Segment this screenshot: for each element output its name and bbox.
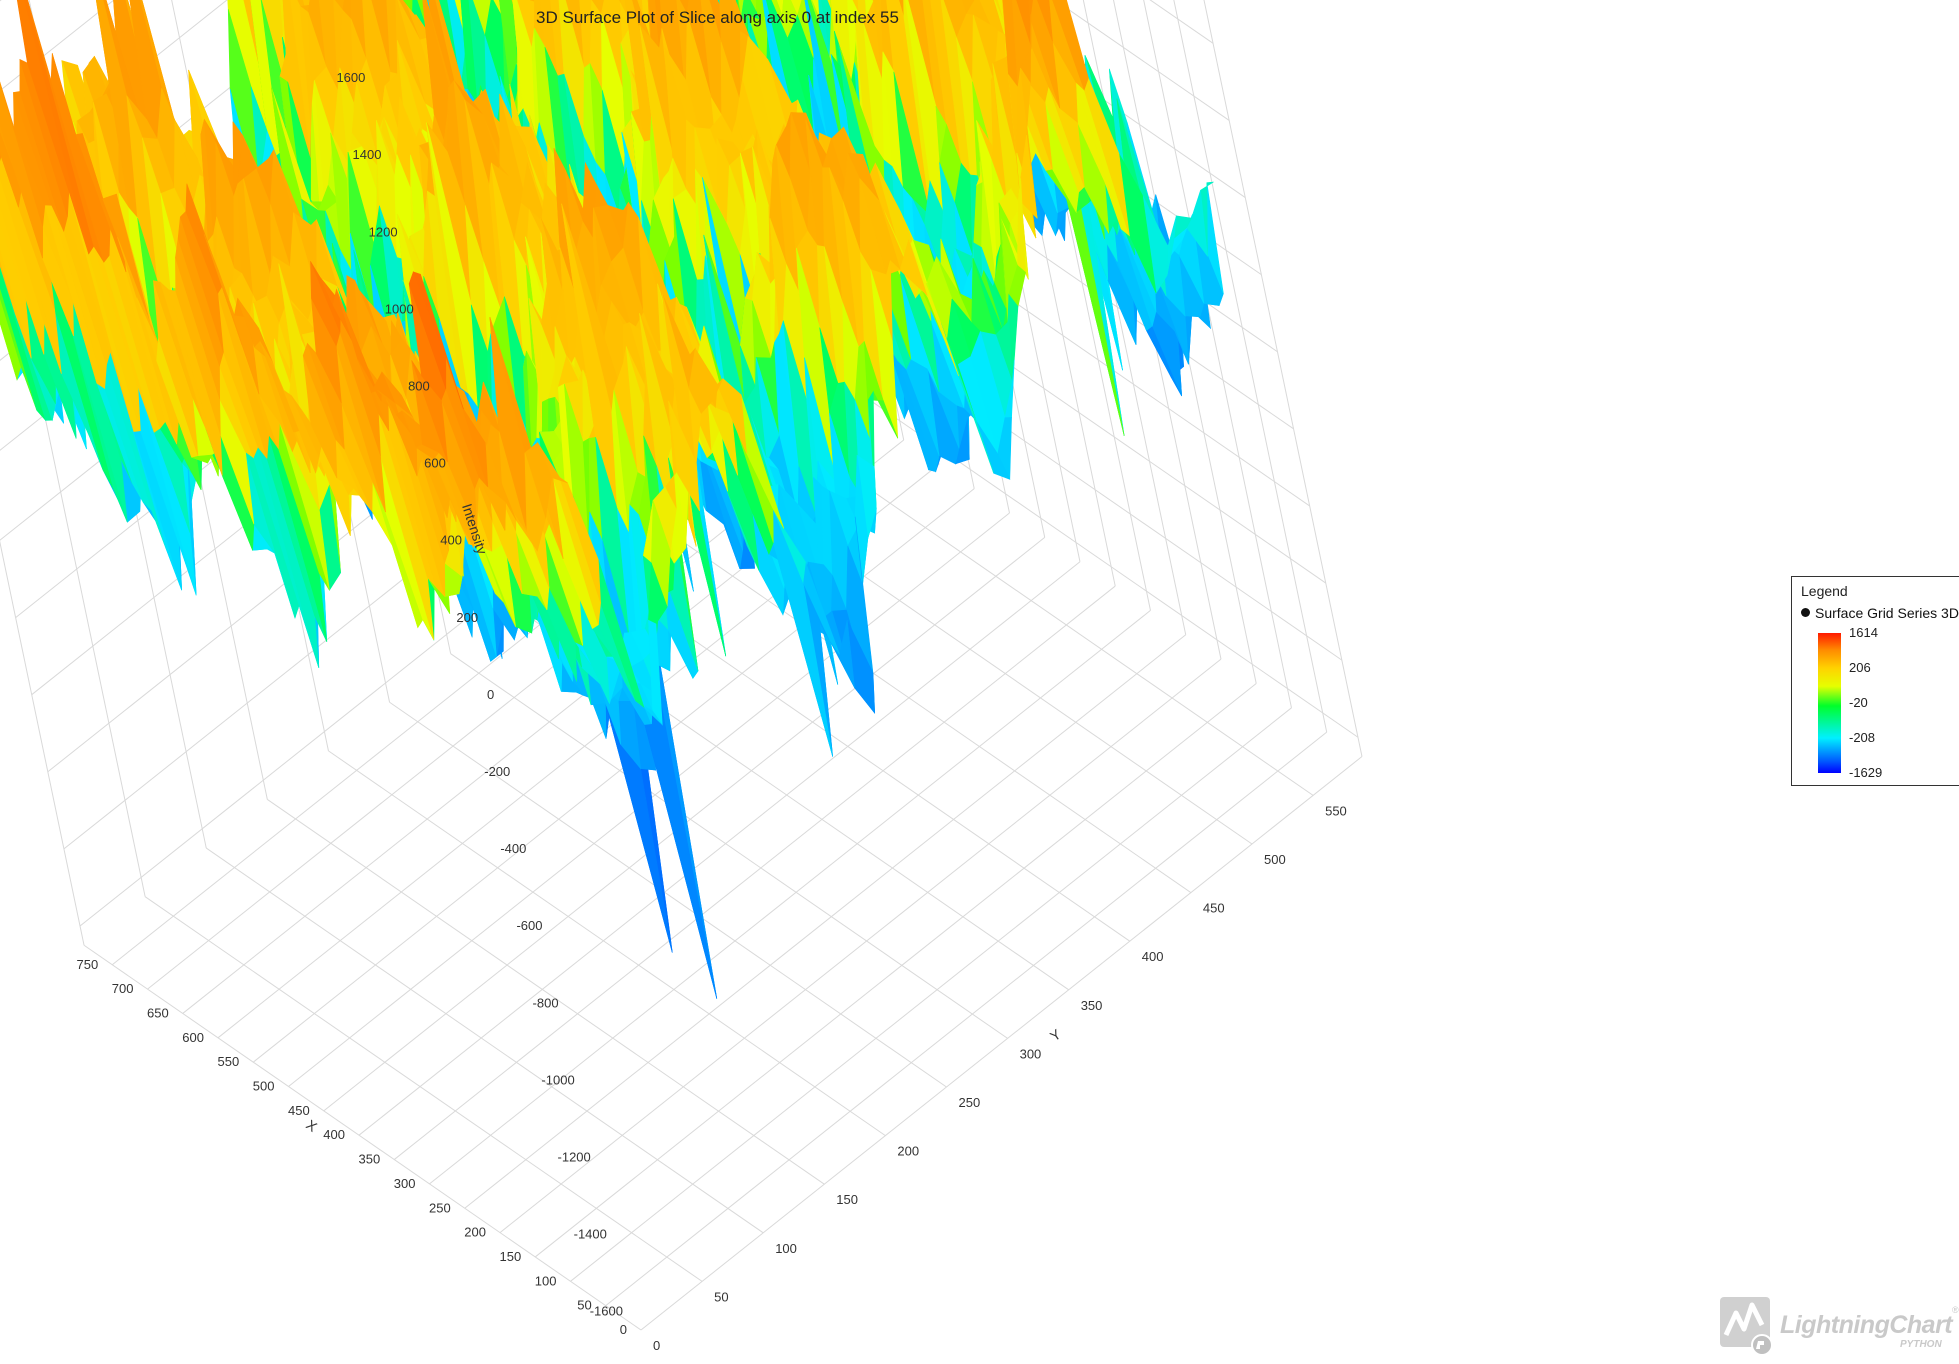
z-tick-label: -1200 <box>558 1150 591 1165</box>
x-tick-label: 650 <box>147 1005 169 1020</box>
z-tick-label: 1200 <box>369 224 398 239</box>
side-wall-gridline <box>992 0 1116 587</box>
z-tick-label: -400 <box>500 841 526 856</box>
surface-cell <box>1052 0 1089 91</box>
side-wall-gridline <box>1053 0 1230 121</box>
floor-gridline <box>570 707 1292 1282</box>
y-tick-label: 350 <box>1081 998 1103 1013</box>
x-tick-label: 0 <box>620 1322 627 1337</box>
surface-layer <box>0 0 1224 999</box>
z-tick-label: -1600 <box>590 1304 623 1319</box>
legend-tick-max: 1614 <box>1849 625 1878 640</box>
z-tick-label: 400 <box>440 533 462 548</box>
back-wall-gridline <box>0 540 85 946</box>
z-tick-label: -200 <box>484 764 510 779</box>
x-tick-label: 750 <box>77 957 99 972</box>
side-wall-gridline <box>1052 0 1187 635</box>
y-tick-label: 50 <box>714 1289 728 1304</box>
legend-tick-low: -208 <box>1849 730 1876 745</box>
logo-subtext: PYTHON <box>1900 1339 1942 1350</box>
y-tick-label: 500 <box>1264 852 1286 867</box>
side-wall-gridline <box>1022 0 1151 611</box>
floor-gridline <box>144 896 703 1282</box>
legend-title: Legend <box>1801 583 1848 599</box>
legend-tick-mid: -20 <box>1849 695 1868 710</box>
z-tick-label: 200 <box>456 610 478 625</box>
floor-gridline <box>640 756 1363 1331</box>
x-tick-label: 350 <box>359 1152 381 1167</box>
floor-gridline <box>534 683 1257 1258</box>
y-tick-label: 250 <box>959 1095 981 1110</box>
legend-tick-high: 206 <box>1849 660 1871 675</box>
y-tick-label: 550 <box>1325 803 1347 818</box>
surface-cell <box>0 152 2 162</box>
color-scale-bar <box>1818 633 1841 773</box>
z-tick-label: 1600 <box>336 70 365 85</box>
side-wall-gridline <box>1203 0 1363 757</box>
y-tick-label: 0 <box>653 1338 660 1353</box>
z-tick-label: -1000 <box>541 1072 574 1087</box>
y-tick-label: 400 <box>1142 949 1164 964</box>
x-tick-label: 150 <box>500 1249 522 1264</box>
y-tick-label: 450 <box>1203 901 1225 916</box>
floor-gridline <box>605 731 1328 1307</box>
z-tick-label: -800 <box>533 995 559 1010</box>
legend-entry-label: Surface Grid Series 3D <box>1815 605 1959 621</box>
surface-cell <box>790 0 803 17</box>
floor-gridline <box>499 658 1222 1233</box>
x-tick-label: 700 <box>112 981 134 996</box>
x-tick-label: 200 <box>464 1225 486 1240</box>
floor-gridline <box>205 847 764 1234</box>
series-dot-icon <box>1801 608 1810 617</box>
logo-text: LightningChart <box>1780 1311 1953 1339</box>
floor-gridline <box>328 750 886 1137</box>
chart-title: 3D Surface Plot of Slice along axis 0 at… <box>536 8 899 27</box>
floor-gridline <box>358 561 1081 1136</box>
z-tick-label: 1000 <box>385 301 414 316</box>
z-tick-label: 800 <box>408 379 430 394</box>
y-tick-label: 200 <box>897 1144 919 1159</box>
x-axis-title: X <box>303 1116 320 1135</box>
floor-gridline <box>464 634 1187 1209</box>
x-tick-label: 500 <box>253 1079 275 1094</box>
floor-gridline <box>633 507 1192 894</box>
legend-box[interactable]: Legend Surface Grid Series 3D 1614 206 -… <box>1791 576 1959 786</box>
x-tick-label: 300 <box>394 1176 416 1191</box>
x-tick-label: 50 <box>577 1298 591 1313</box>
x-tick-label: 550 <box>218 1054 240 1069</box>
floor-gridline <box>429 610 1151 1185</box>
y-tick-label: 100 <box>775 1241 797 1256</box>
lightningchart-logo-icon <box>1720 1297 1773 1356</box>
surface-cell <box>652 621 718 999</box>
x-tick-label: 450 <box>288 1103 310 1118</box>
side-wall-gridline <box>962 0 1081 562</box>
legend-entry[interactable]: Surface Grid Series 3D <box>1801 605 1959 621</box>
surface-cell <box>412 271 464 410</box>
x-tick-label: 600 <box>182 1030 204 1045</box>
y-tick-label: 300 <box>1020 1046 1042 1061</box>
x-tick-label: 250 <box>429 1200 451 1215</box>
floor-gridline <box>83 944 642 1331</box>
floor-gridline <box>389 701 947 1088</box>
x-tick-label: 100 <box>535 1273 557 1288</box>
y-tick-label: 150 <box>836 1192 858 1207</box>
logo-registered: ® <box>1952 1305 1959 1315</box>
legend-tick-min: -1629 <box>1849 765 1883 780</box>
x-tick-label: 400 <box>323 1127 345 1142</box>
z-tick-label: 600 <box>424 456 446 471</box>
surface-cell <box>1037 0 1053 42</box>
y-axis-title: Y <box>1047 1026 1064 1045</box>
floor-gridline <box>393 585 1116 1160</box>
floor-gridline <box>267 799 825 1185</box>
z-tick-label: -1400 <box>574 1227 607 1242</box>
z-tick-label: 1400 <box>353 147 382 162</box>
z-tick-label: 0 <box>487 687 494 702</box>
lightningchart-logo: LightningChart PYTHON ® <box>1718 1295 1959 1361</box>
floor-gridline <box>450 653 1008 1039</box>
z-tick-label: -600 <box>516 918 542 933</box>
